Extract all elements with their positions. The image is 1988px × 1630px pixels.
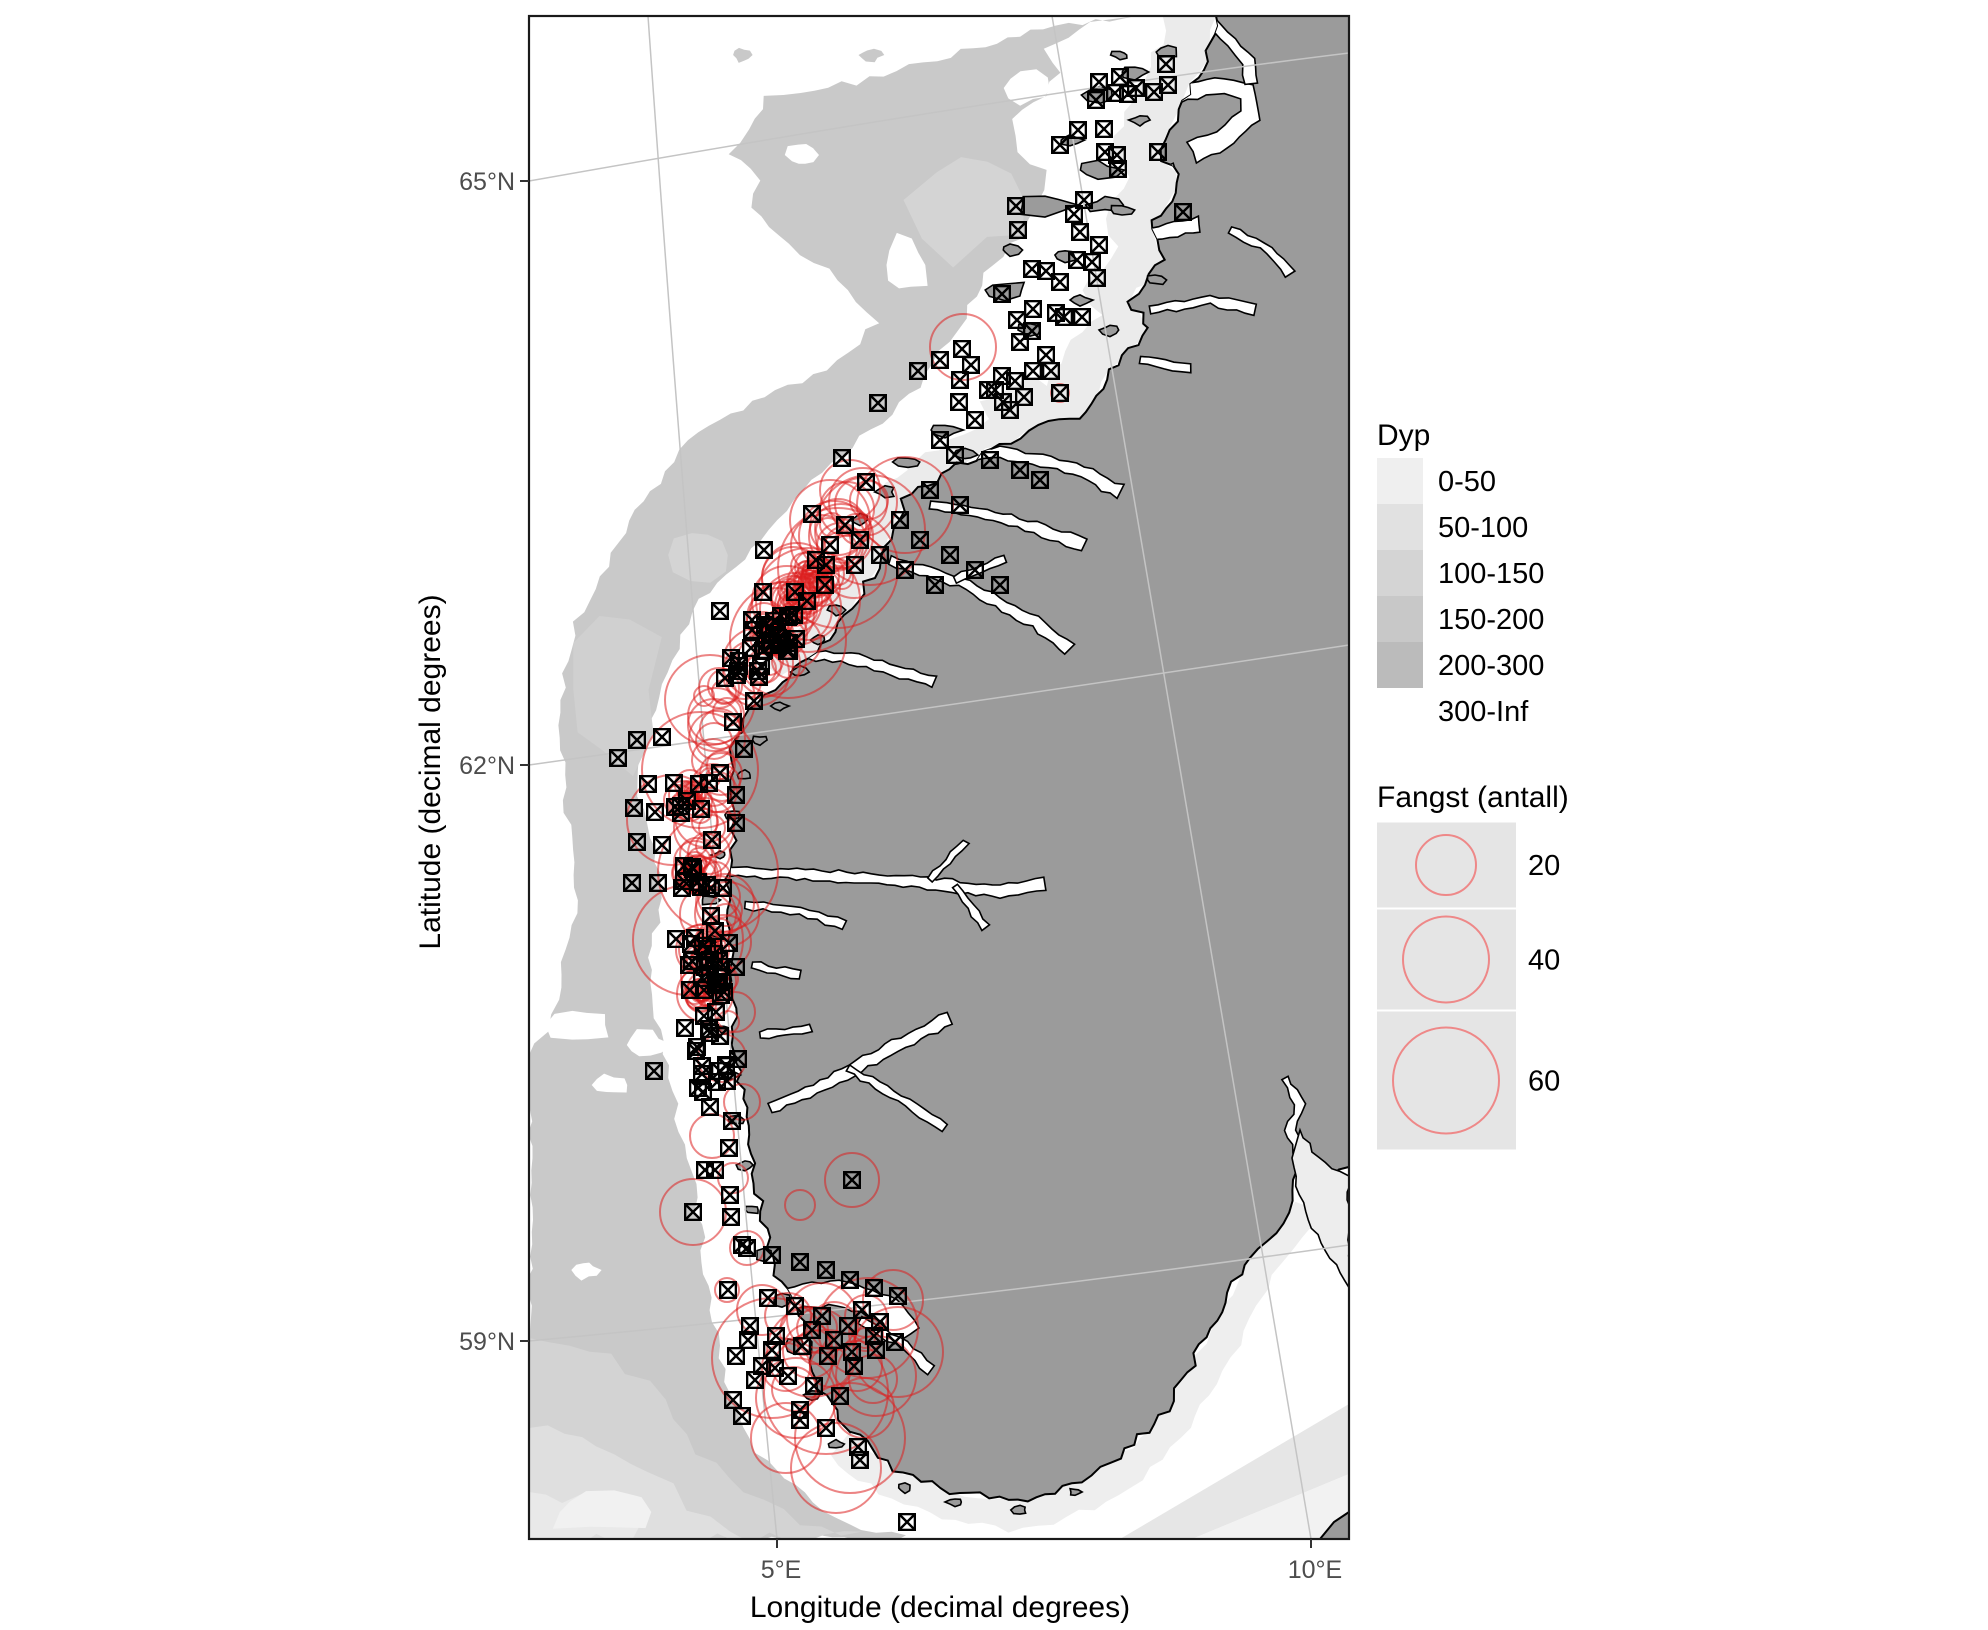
svg-text:50-100: 50-100 [1438,512,1528,544]
svg-text:0-50: 0-50 [1438,466,1496,498]
svg-text:62°N: 62°N [459,752,515,780]
svg-text:60: 60 [1528,1066,1560,1098]
svg-text:Dyp: Dyp [1377,419,1430,452]
svg-text:Latitude (decimal degrees): Latitude (decimal degrees) [414,594,447,949]
svg-text:65°N: 65°N [459,168,515,196]
svg-text:100-150: 100-150 [1438,558,1544,590]
svg-text:150-200: 150-200 [1438,604,1544,636]
svg-text:Fangst (antall): Fangst (antall) [1377,781,1569,814]
svg-text:40: 40 [1528,945,1560,977]
svg-text:20: 20 [1528,850,1560,882]
svg-text:200-300: 200-300 [1438,650,1544,682]
svg-text:5°E: 5°E [761,1556,802,1584]
svg-text:59°N: 59°N [459,1328,515,1356]
svg-text:Longitude (decimal degrees): Longitude (decimal degrees) [750,1591,1130,1624]
svg-text:10°E: 10°E [1288,1556,1342,1584]
svg-text:300-Inf: 300-Inf [1438,696,1529,728]
